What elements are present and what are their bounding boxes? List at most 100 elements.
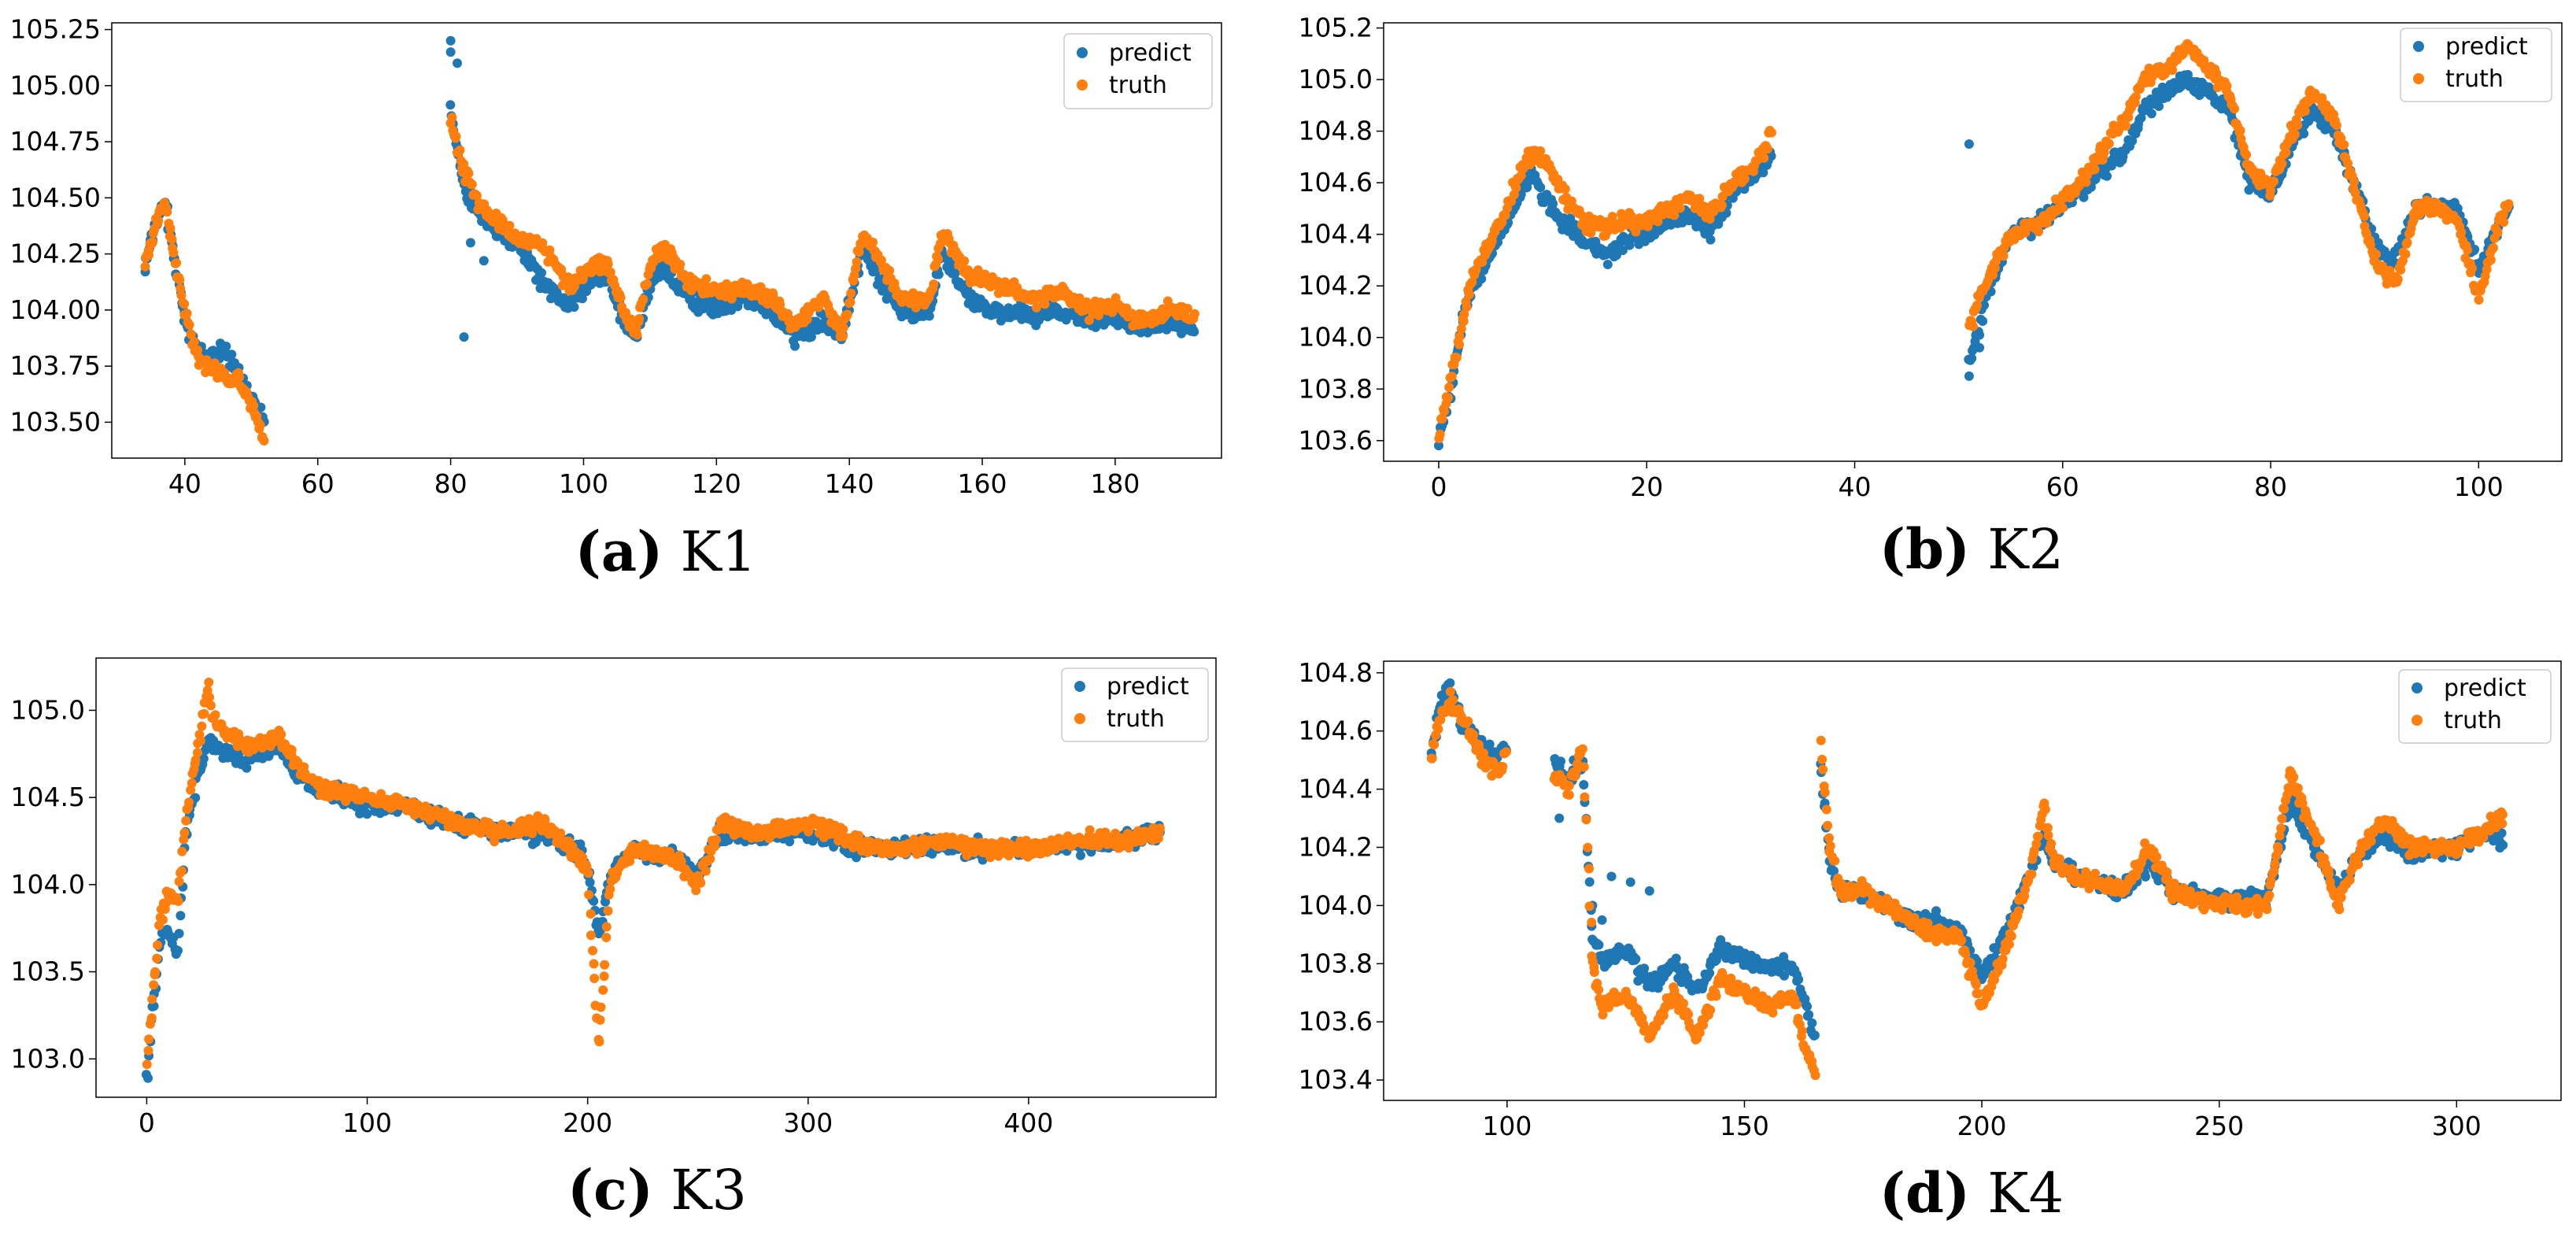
y-tick-label: 105.0 [11,694,85,725]
truth-point [1040,299,1050,309]
predict-point [2079,192,2089,202]
predict-point [933,269,944,279]
truth-point [783,309,793,319]
y-tick-label: 105.0 [1299,64,1373,94]
y-tick-label: 104.0 [11,869,85,900]
predict-point [445,35,456,46]
truth-point [2269,176,2278,187]
truth-point [142,1059,152,1070]
predict-point [2146,109,2157,119]
truth-point [2121,121,2131,131]
truth-point [852,257,862,267]
predict-point [1536,183,1546,193]
y-tick-label: 103.0 [11,1043,85,1074]
legend-predict-label-a: predict [1109,39,1192,67]
truth-point [1502,203,1513,213]
truth-point [197,721,207,731]
truth-point [447,113,457,123]
predict-point [537,268,546,278]
x-tick-label: 0 [1431,471,1447,502]
legend-b: predict truth [2400,28,2552,102]
caption-c: (c) K3 [567,1157,747,1222]
truth-point [1766,128,1776,138]
predict-point [1975,342,1985,353]
truth-point [1762,144,1772,154]
predict-point [1979,300,1989,310]
truth-point [249,401,259,411]
truth-point [1695,194,1705,204]
truth-point [586,909,596,919]
x-tick-label: 100 [342,1107,392,1138]
predict-point [1602,260,1613,269]
truth-point [1536,146,1546,156]
caption-name-a: K1 [681,520,757,584]
predict-point [465,238,475,248]
predict-point [924,311,934,321]
truth-point [605,884,615,894]
truth-point [1669,210,1680,220]
truth-point [1511,183,1521,193]
predict-point [1076,850,1085,860]
predict-point [173,945,183,956]
legend-predict-label-b: predict [2445,33,2528,61]
predict-point [1516,190,1526,199]
truth-point [2293,120,2303,131]
x-tick-label: 20 [1630,471,1663,502]
truth-point [2463,245,2473,255]
caption-a: (a) K1 [575,519,757,584]
truth-point [856,239,866,250]
y-tick-label: 104.5 [11,782,85,812]
truth-point [1444,383,1454,393]
truth-point [153,940,163,950]
scatter-points-b [1434,39,2514,451]
truth-point [1465,290,1474,300]
truth-point [2331,120,2341,131]
truth-point [2300,106,2310,116]
truth-point [140,261,150,272]
truth-point [2290,129,2300,139]
truth-point [846,288,856,298]
legend-predict-label-c: predict [1107,673,1189,701]
truth-point [175,275,185,285]
truth-point [148,237,157,247]
truth-point [176,290,187,301]
truth-point [564,272,574,283]
truth-point [158,915,168,925]
truth-point [1968,321,1978,331]
truth-point [1182,303,1192,313]
truth-point [2230,104,2239,114]
truth-point [1653,216,1663,227]
truth-point [2104,139,2114,149]
truth-point [838,323,848,333]
caption-name-b: K2 [1987,517,2064,582]
truth-point [1085,825,1095,835]
y-tick-label: 104.8 [1299,116,1373,146]
x-tick-label: 100 [559,468,608,499]
y-tick-label: 103.5 [11,956,85,987]
truth-point [696,878,706,888]
predict-point [1978,316,1988,326]
x-tick-label: 300 [783,1107,833,1138]
predict-point [176,911,186,921]
predict-point [143,1073,153,1083]
truth-point [189,337,199,346]
legend-predict-marker-b [2413,41,2424,52]
truth-point [2090,165,2100,175]
truth-point [149,980,159,990]
truth-point [259,436,269,446]
truth-point [1440,406,1449,416]
x-tick-label: 80 [2254,471,2287,502]
caption-b: (b) K2 [1879,516,2064,582]
predict-point [577,294,587,304]
truth-point [2349,177,2359,187]
y-tick-label: 104.6 [1299,167,1373,198]
truth-point [842,309,852,320]
predict-point [1624,240,1635,250]
truth-point [1454,331,1465,342]
truth-point [1560,184,1570,194]
truth-point [854,247,864,257]
truth-point [177,866,187,876]
truth-point [700,866,711,876]
legend-a: predict truth [1063,33,1213,109]
truth-point [2400,249,2411,259]
